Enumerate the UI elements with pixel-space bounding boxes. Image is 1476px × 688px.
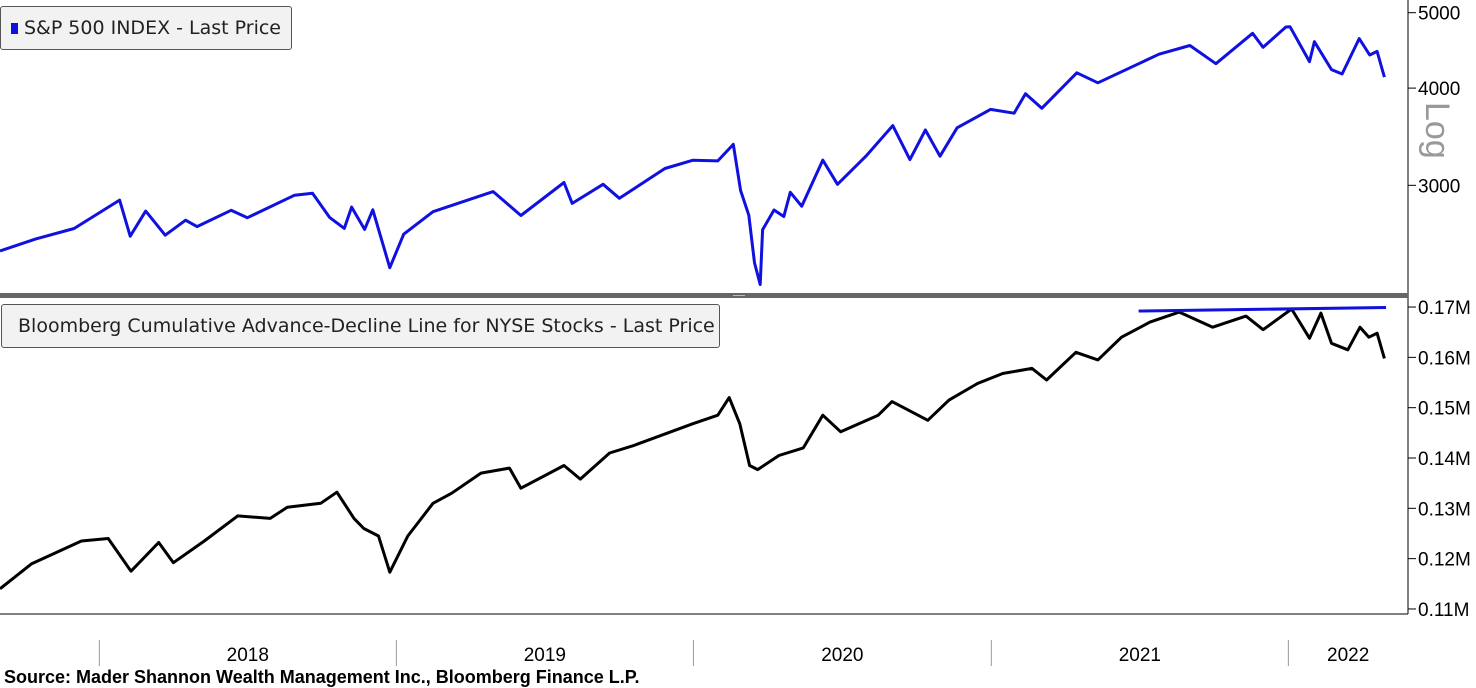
y-tick-label: 0.17M bbox=[1418, 298, 1471, 319]
x-tick-label: 2018 bbox=[227, 645, 269, 666]
y-tick-label: 0.13M bbox=[1418, 499, 1471, 520]
y-axis-title: Log bbox=[1418, 102, 1456, 159]
y-tick-label: 0.11M bbox=[1418, 600, 1469, 621]
legend-swatch-sp500 bbox=[11, 22, 18, 34]
legend-label-sp500: S&P 500 INDEX - Last Price bbox=[23, 17, 281, 39]
legend-sp500: S&P 500 INDEX - Last Price bbox=[0, 6, 292, 50]
y-tick-label: 3000 bbox=[1418, 176, 1460, 197]
y-tick-label: 4000 bbox=[1418, 79, 1460, 100]
y-tick-label: 0.16M bbox=[1418, 348, 1471, 369]
y-tick-label: 0.12M bbox=[1418, 550, 1471, 571]
source-note: Source: Mader Shannon Wealth Management … bbox=[4, 667, 640, 687]
x-tick-label: 2022 bbox=[1327, 645, 1369, 666]
sp500-line bbox=[0, 25, 1386, 286]
x-tick-label: 2020 bbox=[821, 645, 863, 666]
panel-divider bbox=[0, 293, 1408, 298]
trendline-annotation bbox=[1138, 306, 1387, 313]
legend-adline: Bloomberg Cumulative Advance-Decline Lin… bbox=[1, 304, 720, 348]
legend-label-adline: Bloomberg Cumulative Advance-Decline Lin… bbox=[18, 315, 715, 337]
y-tick-label: 5000 bbox=[1418, 4, 1460, 25]
y-tick-label: 0.15M bbox=[1418, 399, 1471, 420]
y-tick-label: 0.14M bbox=[1418, 449, 1471, 470]
adline-line bbox=[0, 307, 1386, 590]
x-tick-label: 2019 bbox=[524, 645, 566, 666]
x-tick-label: 2021 bbox=[1119, 645, 1161, 666]
